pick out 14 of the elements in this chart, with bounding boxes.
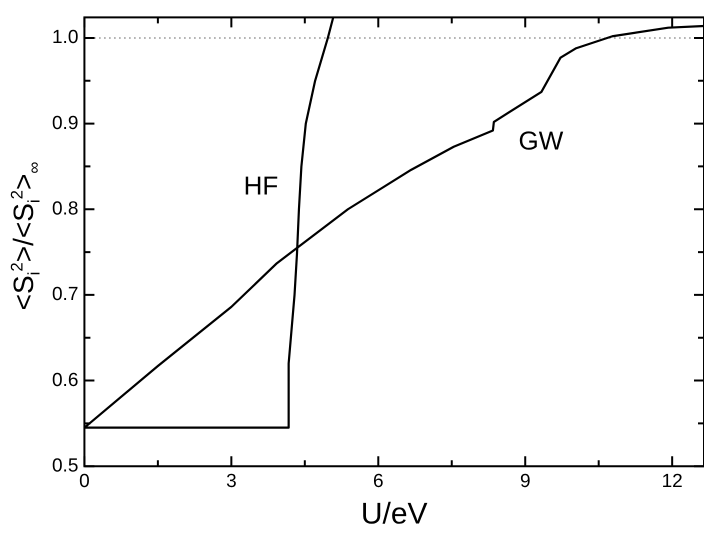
y-tick-label: 0.9 [52, 112, 78, 134]
y-tick-label: 0.7 [52, 284, 78, 306]
x-tick-label: 0 [79, 470, 90, 492]
y-tick-label: 0.8 [52, 198, 78, 220]
x-tick-label: 12 [662, 470, 683, 492]
series-label: HF [244, 170, 278, 200]
y-tick-label: 1.0 [52, 27, 78, 48]
x-tick-label: 9 [520, 470, 531, 492]
series-label: GW [518, 126, 564, 156]
x-axis-title: U/eV [360, 497, 428, 530]
x-tick-label: 3 [226, 470, 237, 492]
y-tick-label: 0.5 [52, 455, 78, 476]
x-tick-label: 6 [373, 470, 384, 492]
y-tick-label: 0.6 [52, 370, 78, 391]
